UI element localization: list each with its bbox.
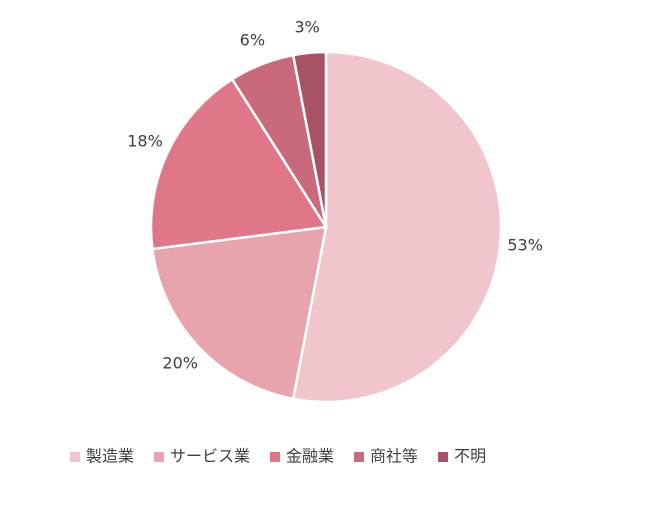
- legend-marker: [154, 452, 165, 462]
- data-label: 20%: [162, 353, 198, 372]
- pie-slice: [291, 50, 503, 404]
- legend-marker: [354, 452, 365, 462]
- legend-label: 不明: [454, 447, 486, 466]
- data-label: 18%: [127, 131, 163, 150]
- legend-marker: [70, 452, 80, 462]
- legend-marker: [438, 452, 449, 462]
- pie-slice: [291, 50, 328, 228]
- pie-slice: [150, 225, 328, 401]
- pie-slice: [149, 77, 329, 251]
- legend-label: 製造業: [86, 447, 134, 466]
- legend-label: 金融業: [286, 447, 334, 466]
- legend-marker: [270, 452, 281, 462]
- data-label: 53%: [507, 235, 543, 254]
- data-label: 6%: [240, 31, 265, 50]
- data-label: 3%: [294, 17, 319, 36]
- legend-label: サービス業: [170, 447, 250, 466]
- legend-label: 商社等: [370, 447, 418, 466]
